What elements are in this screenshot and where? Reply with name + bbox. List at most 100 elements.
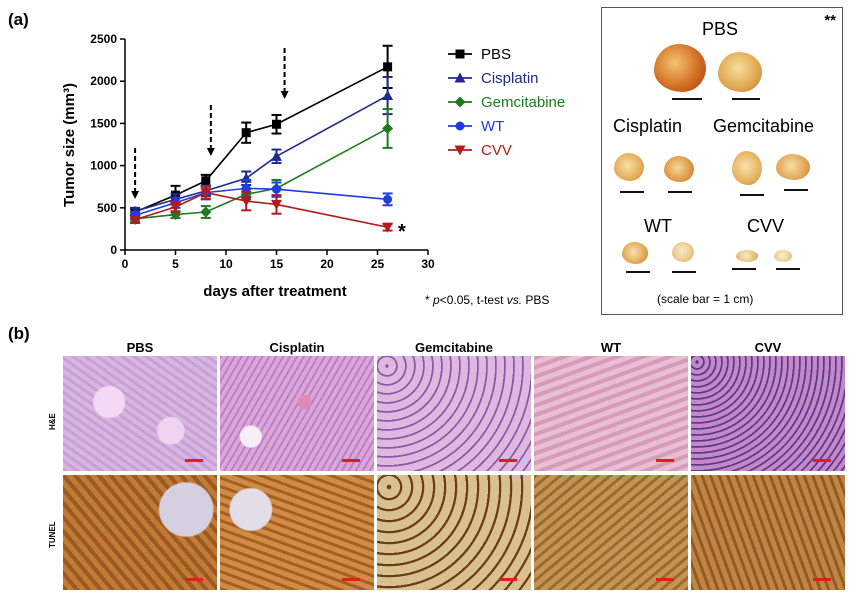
y-tick-label: 1000 [90,159,117,173]
x-tick-label: 0 [122,257,129,271]
x-tick-label: 5 [172,257,179,271]
histology-column-gemcitabine: Gemcitabine [414,340,494,355]
scale-bar [342,459,360,462]
tumor-photo-cvv-1 [736,250,758,262]
data-point-cvv [271,199,282,210]
photo-label-cvv: CVV [747,216,785,236]
photo-label-wt: WT [644,216,672,236]
scale-bar [185,578,203,581]
x-axis-label: days after treatment [203,283,346,300]
tumor-photo-pbs-1 [654,44,706,92]
scale-bar [672,271,696,273]
scale-bar [776,268,800,270]
treatment-arrows [131,48,289,199]
significance-note: * p<0.05, t-test vs. PBS [425,293,549,307]
scale-bar [668,191,692,193]
significance-note-suffix: PBS [522,293,550,307]
tumor-photo-cvv-2 [774,250,792,262]
data-point-gemcitabine [200,206,212,218]
legend-marker-wt [455,121,465,131]
data-point-cvv [240,196,252,207]
panel-label-b: (b) [8,324,30,343]
histology-image-tunel-wt [534,475,688,590]
y-tick-label: 0 [110,243,117,257]
histology-image-tunel-gemcitabine [377,475,531,590]
x-tick-label: 25 [371,257,385,271]
scale-bar [656,578,674,581]
data-point-cisplatin [271,150,282,161]
legend-label-wt: WT [481,118,504,135]
tumor-growth-chart: 0 5 10 15 20 25 30 0 500 1000 1500 2000 2500 PBS Cisp… [61,32,565,300]
series-line-cisplatin [134,94,388,212]
legend-marker-gemcitabine [454,96,466,108]
photo-label-gemcitabine: Gemcitabine [713,116,815,136]
scale-bar [732,98,760,100]
legend-label-pbs: PBS [481,46,511,63]
photo-label-cisplatin: Cisplatin [613,116,683,136]
y-tick-label: 2500 [90,32,117,46]
scale-bar [620,191,644,193]
scale-bar [499,578,517,581]
data-point-cvv [129,215,141,226]
tumor-photo-pbs-2 [718,52,762,92]
y-axis-label: Tumor size (mm³) [61,83,78,207]
tumor-photo-wt-1 [622,242,648,264]
y-tick-label: 1500 [90,116,117,130]
y-tick-label: 2000 [90,74,117,88]
data-point-pbs [272,119,281,129]
histology-column-wt: WT [600,340,622,355]
scale-bar [813,459,831,462]
data-point-wt [383,194,393,204]
tumor-photo-gemcitabine-2 [776,154,810,180]
histology-image-he-cisplatin [220,356,374,471]
data-point-cisplatin [382,90,394,101]
scale-bar [499,459,517,462]
series-line-cvv [134,191,388,228]
tumor-photo-wt-2 [672,242,694,262]
significance-note-p: p [433,293,440,307]
legend-label-gemcitabine: Gemcitabine [481,94,565,111]
scale-bar [740,194,764,196]
series-line-wt [134,187,388,217]
x-tick-label: 20 [320,257,334,271]
tumor-photo-gemcitabine-1 [732,151,762,185]
significance-marker: * [398,221,406,243]
scale-bar [813,578,831,581]
scale-bar [784,189,808,191]
data-point-wt [272,184,281,194]
x-tick-label: 10 [219,257,233,271]
chart-axes: 0 5 10 15 20 25 30 0 500 1000 1500 2000 2500 [90,32,435,271]
histology-row-he: H&E [48,413,57,430]
scale-bar [626,271,650,273]
significance-note-prefix: * [425,293,434,307]
data-point-pbs [201,176,211,186]
tumor-photo-cisplatin-1 [614,153,644,181]
histology-image-tunel-pbs [63,475,217,590]
tumor-photo-panel: ** PBS Cisplatin Gemcitabine WT CVV (sca… [601,7,843,315]
histology-column-cisplatin: Cisplatin [269,340,325,355]
series-line-pbs [134,66,388,213]
panel-label-a: (a) [8,10,29,29]
data-point-gemcitabine [382,122,394,134]
histology-image-he-pbs [63,356,217,471]
scale-bar [672,98,702,100]
histology-image-he-cvv [691,356,845,471]
data-point-cvv [200,188,212,199]
tumor-photo-cisplatin-2 [664,156,694,182]
y-tick-label: 500 [97,201,117,215]
significance-note-mid: <0.05, t-test [439,293,507,307]
data-point-cvv [382,222,394,233]
photo-significance-marker: ** [824,12,836,29]
chart-legend: PBS Cisplatin Gemcitabine WT CVV [448,46,565,159]
treatment-arrow-head [206,148,215,156]
data-point-cvv [170,202,181,213]
histology-image-he-gemcitabine [377,356,531,471]
series-line-gemcitabine [135,127,388,220]
legend-marker-pbs [455,49,465,59]
histology-image-tunel-cisplatin [220,475,374,590]
histology-column-pbs: PBS [126,340,154,355]
significance-note-vs: vs. [506,293,523,307]
legend-label-cisplatin: Cisplatin [481,70,539,87]
scale-bar [342,578,360,581]
scale-bar-note: (scale bar = 1 cm) [657,292,754,306]
